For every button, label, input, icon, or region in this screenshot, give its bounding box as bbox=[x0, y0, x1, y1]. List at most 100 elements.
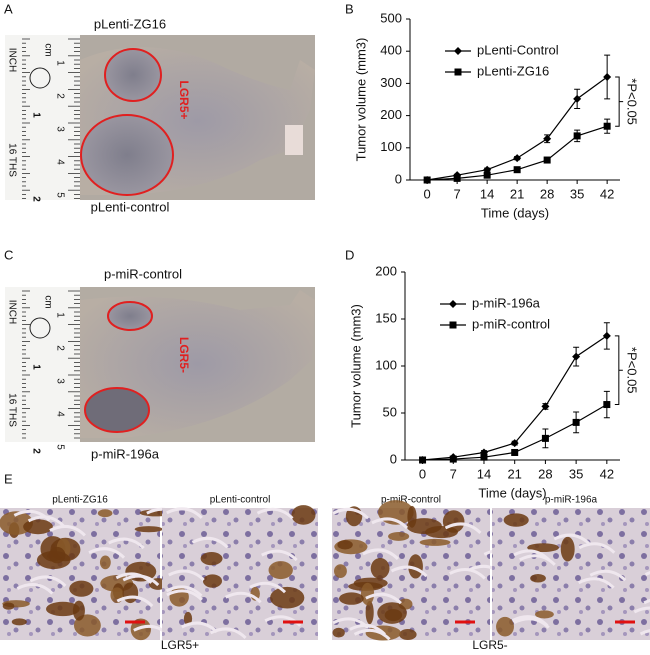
ruler-circle bbox=[29, 317, 51, 339]
stain bbox=[442, 510, 465, 533]
stain bbox=[388, 531, 410, 541]
series-line bbox=[427, 76, 608, 181]
stain bbox=[99, 555, 111, 570]
significance-bracket bbox=[614, 335, 623, 406]
point bbox=[453, 174, 461, 182]
stain bbox=[202, 574, 223, 588]
panel-label: A bbox=[4, 1, 13, 16]
ruler-number: 3 bbox=[54, 378, 65, 384]
ruler-label: cm bbox=[42, 295, 53, 308]
legend-label: pLenti-Control bbox=[477, 42, 559, 57]
tissue bbox=[264, 615, 302, 627]
legend-label: pLenti-ZG16 bbox=[477, 63, 549, 78]
x-tick-label: 0 bbox=[419, 466, 426, 481]
legend-label: p-miR-196a bbox=[472, 295, 541, 310]
tissue bbox=[209, 627, 247, 640]
tissue bbox=[519, 554, 556, 566]
group-label: LGR5- bbox=[472, 638, 507, 652]
x-tick-label: 7 bbox=[454, 186, 461, 201]
tissue bbox=[577, 577, 615, 589]
ruler-number: 3 bbox=[54, 126, 65, 132]
stain bbox=[291, 505, 316, 525]
tissue bbox=[166, 507, 203, 519]
stain bbox=[69, 580, 94, 597]
point bbox=[541, 434, 549, 442]
stain bbox=[399, 629, 417, 640]
point bbox=[419, 456, 427, 464]
ruler-label: INCH bbox=[6, 300, 17, 324]
photo bbox=[5, 35, 315, 200]
group-label: LGR5+ bbox=[161, 638, 199, 652]
panel-label: D bbox=[345, 247, 354, 262]
x-tick-label: 28 bbox=[538, 466, 552, 481]
y-tick-label: 400 bbox=[380, 43, 402, 58]
tissue bbox=[256, 507, 294, 520]
tissue bbox=[181, 621, 218, 634]
stain bbox=[97, 509, 113, 518]
ruler-number: 2 bbox=[30, 196, 41, 202]
tissue bbox=[115, 572, 153, 584]
point bbox=[513, 166, 521, 174]
tissue bbox=[168, 569, 205, 582]
tissue bbox=[191, 536, 229, 549]
point bbox=[483, 171, 491, 179]
stain bbox=[48, 546, 66, 564]
annotation: *P<0.05 bbox=[625, 78, 640, 125]
tissue bbox=[249, 581, 287, 594]
stain bbox=[384, 609, 403, 622]
tissue bbox=[332, 617, 370, 629]
y-tick-label: 150 bbox=[375, 310, 397, 325]
point bbox=[480, 453, 488, 461]
histology: pLenti-ZG16 pLenti-control p-miR-control p-… bbox=[0, 495, 650, 641]
tissue bbox=[578, 542, 616, 554]
significance-bracket bbox=[615, 76, 624, 127]
point bbox=[603, 122, 611, 130]
ruler-label: 16 THS bbox=[6, 393, 17, 427]
stain bbox=[370, 558, 390, 579]
stain bbox=[496, 616, 514, 637]
tissue bbox=[390, 565, 428, 578]
x-axis-label: Time (days) bbox=[478, 485, 546, 500]
point bbox=[449, 455, 457, 463]
stain bbox=[332, 627, 345, 638]
stain bbox=[268, 561, 293, 580]
image-title: pLenti-control bbox=[210, 495, 271, 506]
tissue bbox=[27, 515, 65, 527]
legend-marker bbox=[449, 300, 457, 308]
point bbox=[572, 352, 581, 361]
x-tick-label: 42 bbox=[600, 466, 614, 481]
stain bbox=[11, 618, 27, 626]
stain bbox=[334, 564, 347, 578]
tissue bbox=[261, 549, 298, 562]
image-title: pLenti-ZG16 bbox=[52, 495, 108, 506]
ruler-number: 2 bbox=[54, 93, 65, 99]
stain bbox=[408, 554, 423, 579]
tissue bbox=[553, 533, 591, 546]
point bbox=[511, 448, 519, 456]
photo-label: pLenti-ZG16 bbox=[94, 16, 166, 31]
annotation: *P<0.05 bbox=[624, 347, 639, 394]
x-tick-label: 14 bbox=[477, 466, 491, 481]
point bbox=[513, 154, 522, 163]
panel-label: B bbox=[345, 1, 354, 16]
tissue bbox=[88, 547, 126, 559]
stain bbox=[72, 600, 85, 621]
ruler-number: 1 bbox=[30, 112, 41, 118]
ruler-number: 1 bbox=[30, 364, 41, 370]
stain bbox=[535, 610, 554, 619]
tissue bbox=[644, 571, 650, 576]
ruler-texts: INCH cm 16 THS INCH cm 16 THS bbox=[6, 43, 53, 427]
photo-label: p-miR-196a bbox=[91, 446, 160, 461]
y-tick-label: 300 bbox=[380, 75, 402, 90]
panel-label: E bbox=[4, 471, 13, 486]
ruler-number: 2 bbox=[54, 345, 65, 351]
tissue bbox=[349, 623, 386, 636]
tissue bbox=[16, 583, 54, 595]
tissue bbox=[589, 569, 627, 582]
legend-label: p-miR-control bbox=[472, 316, 550, 331]
stain bbox=[122, 582, 139, 604]
stain bbox=[2, 602, 15, 610]
tissue bbox=[49, 524, 86, 537]
